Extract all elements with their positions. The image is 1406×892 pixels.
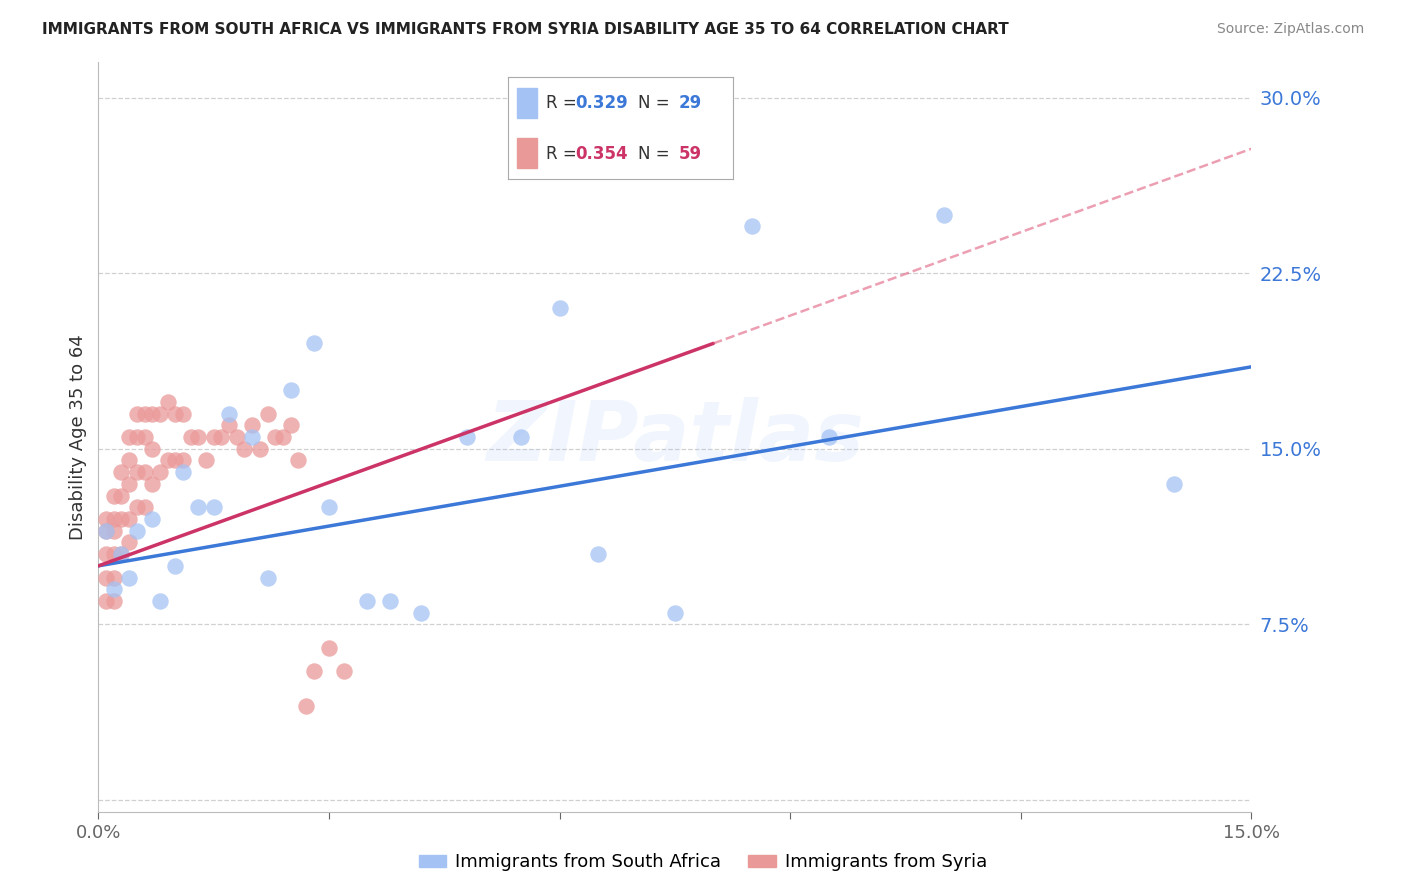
Point — [195, 453, 218, 467]
Point — [172, 465, 194, 479]
Point — [586, 547, 609, 561]
Point — [264, 430, 287, 444]
Point — [187, 430, 209, 444]
Point — [187, 500, 209, 515]
Point — [94, 524, 117, 538]
Point — [110, 547, 132, 561]
Point — [141, 476, 163, 491]
Point — [240, 418, 263, 433]
Point — [233, 442, 256, 456]
Point — [141, 442, 163, 456]
Point — [134, 500, 156, 515]
Point — [134, 407, 156, 421]
Point — [125, 407, 148, 421]
Point — [356, 594, 378, 608]
Point — [456, 430, 478, 444]
Point — [249, 442, 271, 456]
Point — [932, 208, 955, 222]
Point — [510, 126, 533, 140]
Point — [118, 535, 141, 549]
Point — [295, 699, 318, 714]
Point — [125, 524, 148, 538]
Y-axis label: Disability Age 35 to 64: Disability Age 35 to 64 — [69, 334, 87, 540]
Point — [141, 512, 163, 526]
Point — [202, 500, 225, 515]
Point — [134, 430, 156, 444]
Point — [156, 453, 179, 467]
Legend: Immigrants from South Africa, Immigrants from Syria: Immigrants from South Africa, Immigrants… — [412, 847, 994, 879]
Point — [741, 219, 763, 234]
Point — [94, 547, 117, 561]
Point — [94, 594, 117, 608]
Point — [141, 407, 163, 421]
Point — [225, 430, 247, 444]
Point — [209, 430, 232, 444]
Point — [94, 571, 117, 585]
Point — [172, 453, 194, 467]
Point — [172, 407, 194, 421]
Point — [110, 489, 132, 503]
Point — [110, 465, 132, 479]
Point — [165, 407, 187, 421]
Point — [318, 640, 340, 655]
Point — [271, 430, 294, 444]
Text: ZIPatlas: ZIPatlas — [486, 397, 863, 477]
Text: IMMIGRANTS FROM SOUTH AFRICA VS IMMIGRANTS FROM SYRIA DISABILITY AGE 35 TO 64 CO: IMMIGRANTS FROM SOUTH AFRICA VS IMMIGRAN… — [42, 22, 1010, 37]
Point — [256, 407, 278, 421]
Point — [125, 465, 148, 479]
Point — [218, 418, 240, 433]
Point — [280, 418, 302, 433]
Point — [103, 512, 125, 526]
Point — [202, 430, 225, 444]
Point — [411, 606, 433, 620]
Point — [103, 547, 125, 561]
Point — [103, 489, 125, 503]
Point — [510, 430, 533, 444]
Point — [103, 524, 125, 538]
Point — [103, 594, 125, 608]
Point — [180, 430, 202, 444]
Point — [103, 571, 125, 585]
Point — [302, 664, 325, 679]
Point — [118, 453, 141, 467]
Point — [165, 558, 187, 573]
Point — [149, 594, 172, 608]
Point — [149, 407, 172, 421]
Point — [125, 430, 148, 444]
Point — [548, 301, 571, 316]
Point — [156, 395, 179, 409]
Point — [380, 594, 402, 608]
Point — [318, 500, 340, 515]
Point — [256, 571, 278, 585]
Point — [287, 453, 309, 467]
Point — [664, 606, 686, 620]
Point — [94, 512, 117, 526]
Point — [240, 430, 263, 444]
Point — [118, 476, 141, 491]
Point — [1163, 476, 1185, 491]
Point — [118, 571, 141, 585]
Point — [817, 430, 839, 444]
Point — [218, 407, 240, 421]
Text: Source: ZipAtlas.com: Source: ZipAtlas.com — [1216, 22, 1364, 37]
Point — [165, 453, 187, 467]
Point — [149, 465, 172, 479]
Point — [110, 512, 132, 526]
Point — [333, 664, 356, 679]
Point — [118, 430, 141, 444]
Point — [125, 500, 148, 515]
Point — [302, 336, 325, 351]
Point — [103, 582, 125, 597]
Point — [118, 512, 141, 526]
Point — [94, 524, 117, 538]
Point — [110, 547, 132, 561]
Point — [134, 465, 156, 479]
Point — [280, 384, 302, 398]
